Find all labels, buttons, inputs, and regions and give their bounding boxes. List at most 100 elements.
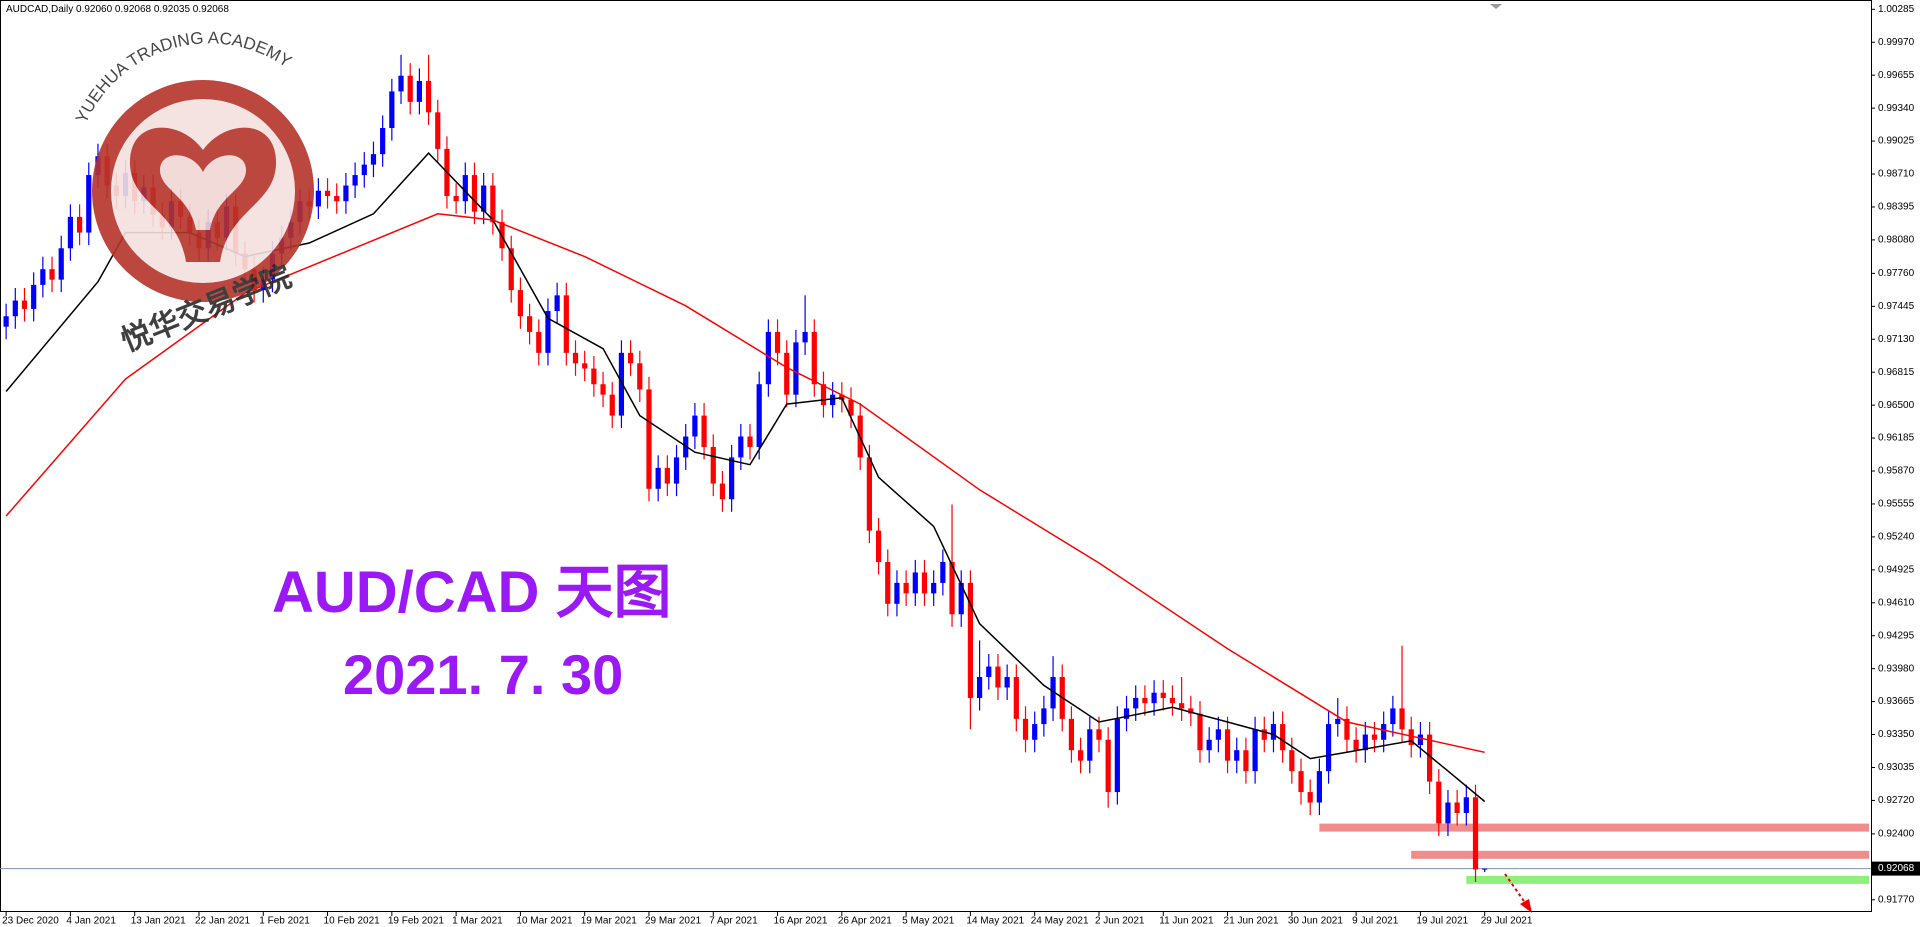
candle-body: [1335, 718, 1341, 725]
y-tick-label: 0.97760: [1878, 268, 1915, 279]
y-tick-label: 0.93665: [1878, 696, 1915, 707]
y-tick-label: 0.93980: [1878, 663, 1915, 674]
candle-body: [774, 331, 781, 353]
y-tick-label: 0.95870: [1878, 466, 1915, 477]
candle-body: [976, 677, 983, 698]
candle-body: [1298, 771, 1304, 793]
x-tick-label: 10 Feb 2021: [324, 916, 381, 927]
candle-body: [453, 195, 459, 202]
candle-body: [1068, 718, 1075, 751]
y-tick-label: 0.95240: [1878, 532, 1915, 543]
candle-body: [315, 190, 321, 207]
y-tick-label: 0.97445: [1878, 301, 1915, 312]
candle-body: [1436, 781, 1442, 824]
candle-body: [380, 128, 386, 155]
candle-body: [352, 175, 358, 186]
candle-body: [481, 185, 487, 212]
y-tick-label: 0.93035: [1878, 762, 1915, 773]
y-tick-label: 0.91770: [1878, 894, 1915, 905]
x-tick-label: 26 Apr 2021: [838, 916, 892, 927]
candle-body: [875, 530, 882, 562]
y-tick-label: 0.96185: [1878, 433, 1915, 444]
candle-body: [646, 389, 652, 489]
candle-body: [554, 295, 560, 312]
candle-body: [1454, 802, 1460, 813]
x-tick-label: 11 Jun 2021: [1159, 916, 1214, 927]
x-tick-label: 1 Feb 2021: [259, 916, 310, 927]
candle-body: [1243, 750, 1249, 772]
candle-body: [1463, 797, 1469, 813]
candle-body: [31, 284, 37, 309]
candle-body: [1215, 729, 1221, 740]
candle-body: [1408, 729, 1414, 745]
candle-body: [628, 352, 634, 364]
candle-body: [1114, 718, 1120, 793]
candle-body: [894, 582, 900, 604]
candle-body: [903, 582, 909, 594]
candle-body: [1399, 708, 1405, 730]
candle-body: [49, 269, 55, 280]
candle-body: [563, 295, 569, 353]
y-tick-label: 0.98395: [1878, 202, 1915, 213]
candle-body: [1123, 708, 1130, 719]
candle-body: [398, 75, 404, 92]
candle-body: [526, 316, 533, 332]
candle-body: [1041, 708, 1047, 725]
candle-body: [1179, 703, 1185, 709]
candle-body: [1133, 697, 1139, 709]
x-tick-label: 2 Jun 2021: [1095, 916, 1145, 927]
candle-body: [582, 363, 588, 369]
x-tick-label: 24 May 2021: [1031, 916, 1089, 927]
candle-body: [664, 467, 670, 484]
candle-body: [1142, 697, 1148, 704]
candle-body: [12, 300, 18, 317]
candle-body: [324, 190, 331, 196]
candle-body: [1280, 724, 1286, 751]
candle-body: [921, 572, 928, 594]
candle-body: [986, 666, 992, 678]
candle-body: [1224, 729, 1231, 761]
candle-body: [1472, 797, 1479, 870]
x-tick-label: 10 Mar 2021: [516, 916, 573, 927]
candle-body: [517, 290, 524, 317]
candle-body: [67, 216, 74, 249]
x-tick-label: 4 Jan 2021: [66, 916, 116, 927]
candle-body: [1188, 708, 1194, 714]
x-tick-label: 21 Jun 2021: [1224, 916, 1279, 927]
candle-body: [416, 80, 422, 102]
candle-body: [343, 185, 349, 202]
candle-body: [536, 331, 542, 353]
plot-layer: [0, 54, 1871, 884]
candle-body: [655, 467, 661, 489]
x-tick-label: 23 Dec 2020: [2, 916, 59, 927]
candle-body: [756, 384, 762, 447]
candle-body: [1261, 729, 1267, 740]
candle-body: [995, 666, 1001, 688]
candle-body: [1316, 771, 1322, 803]
candle-body: [958, 582, 964, 615]
candle-body: [545, 311, 551, 353]
candle-body: [1105, 739, 1111, 793]
y-tick-label: 0.94295: [1878, 630, 1915, 641]
candle-body: [1096, 729, 1102, 740]
candle-body: [591, 368, 597, 385]
candle-body: [912, 572, 918, 594]
y-tick-label: 0.95555: [1878, 499, 1915, 510]
candle-body: [58, 248, 64, 280]
candle-body: [729, 457, 735, 500]
candle-body: [1206, 739, 1212, 751]
x-tick-label: 29 Mar 2021: [645, 916, 702, 927]
candle-body: [1022, 718, 1029, 740]
y-tick-label: 0.99025: [1878, 136, 1915, 147]
candle-body: [21, 300, 28, 309]
candle-body: [710, 446, 716, 484]
logo-emblem-inner: [160, 155, 246, 230]
x-tick-label: 9 Jul 2021: [1352, 916, 1399, 927]
x-tick-label: 29 Jul 2021: [1481, 916, 1533, 927]
candle-body: [1078, 750, 1084, 761]
candle-body: [931, 582, 937, 594]
candle-body: [885, 561, 891, 604]
current-price-label: 0.92068: [1878, 863, 1915, 874]
candle-body: [1013, 677, 1019, 719]
y-tick-label: 0.94610: [1878, 597, 1915, 608]
